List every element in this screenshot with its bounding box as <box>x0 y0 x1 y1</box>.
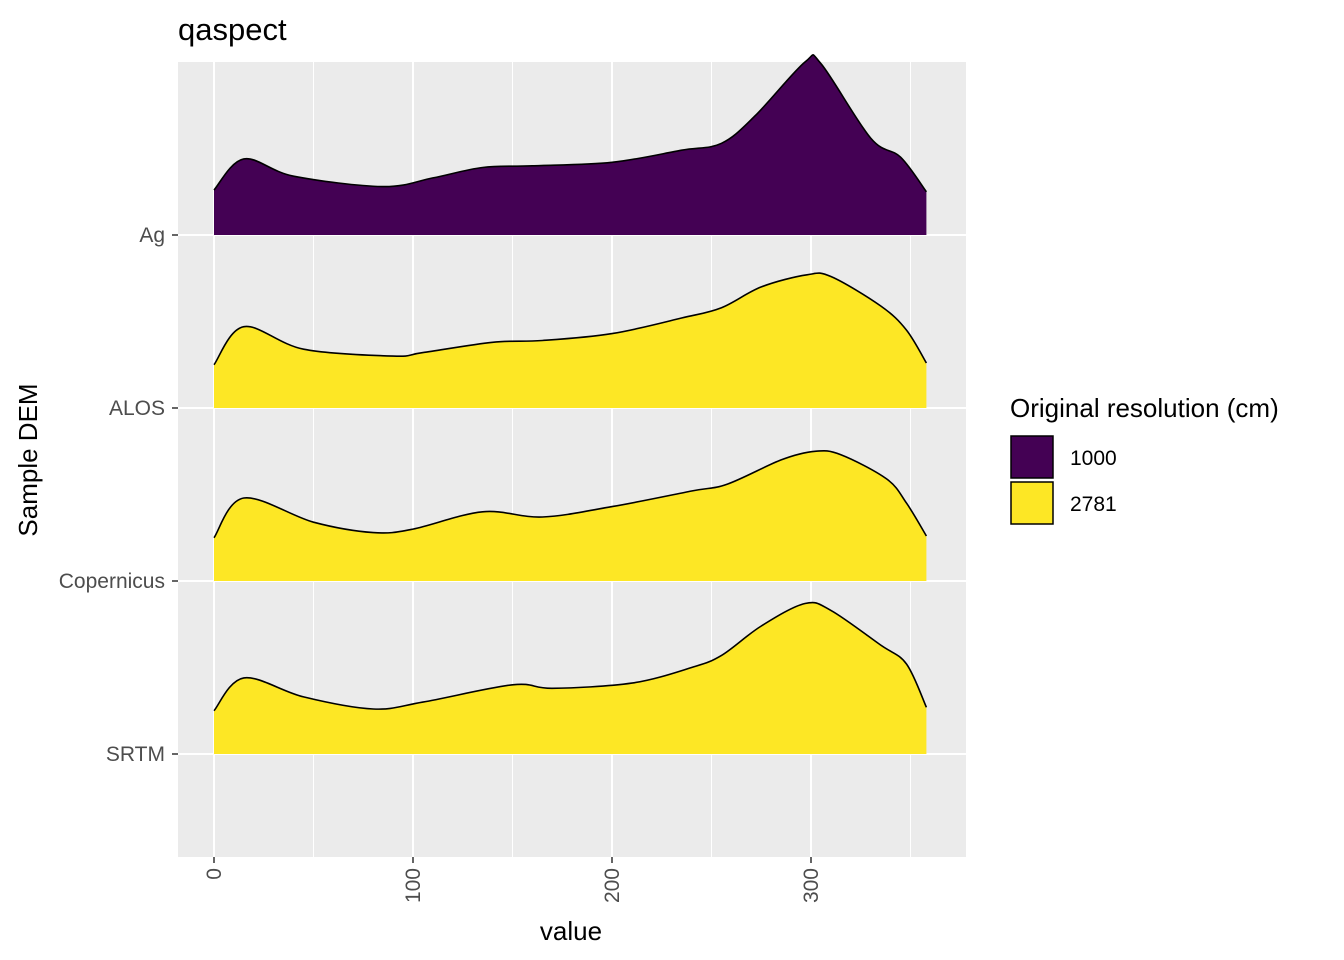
y-tick-label: ALOS <box>109 397 165 420</box>
legend-label: 1000 <box>1070 447 1117 470</box>
x-axis: 0 100 200 300 <box>203 857 823 903</box>
legend-label: 2781 <box>1070 493 1117 516</box>
ridge-outline-srtm <box>213 601 928 712</box>
x-axis-title: value <box>540 916 602 946</box>
x-tick-label: 300 <box>800 868 823 903</box>
density-ridges <box>213 54 928 754</box>
x-tick-label: 0 <box>203 868 226 880</box>
ridge-area-copernicus <box>214 450 927 581</box>
y-axis: Ag ALOS Copernicus SRTM <box>59 224 178 766</box>
legend-key <box>1010 435 1054 479</box>
y-axis-title: Sample DEM <box>13 383 43 536</box>
ridge-outline-copernicus <box>213 449 928 539</box>
ridge-area-srtm <box>214 602 927 754</box>
ridge-outline-alos <box>213 272 928 366</box>
ridge-area-ag <box>214 54 927 235</box>
x-tick-label: 200 <box>601 868 624 903</box>
legend-items: 1000 2781 <box>1010 435 1117 525</box>
ridge-outline-ag <box>213 54 928 193</box>
x-tick-label: 100 <box>402 868 425 903</box>
y-tick-label: Ag <box>139 224 165 247</box>
legend-title: Original resolution (cm) <box>1010 393 1279 423</box>
y-tick-label: Copernicus <box>59 570 165 593</box>
ridge-area-alos <box>214 273 927 408</box>
legend: Original resolution (cm) 1000 2781 <box>1010 393 1279 525</box>
legend-key <box>1010 481 1054 525</box>
y-tick-label: SRTM <box>106 743 165 766</box>
chart-title: qaspect <box>178 12 287 47</box>
